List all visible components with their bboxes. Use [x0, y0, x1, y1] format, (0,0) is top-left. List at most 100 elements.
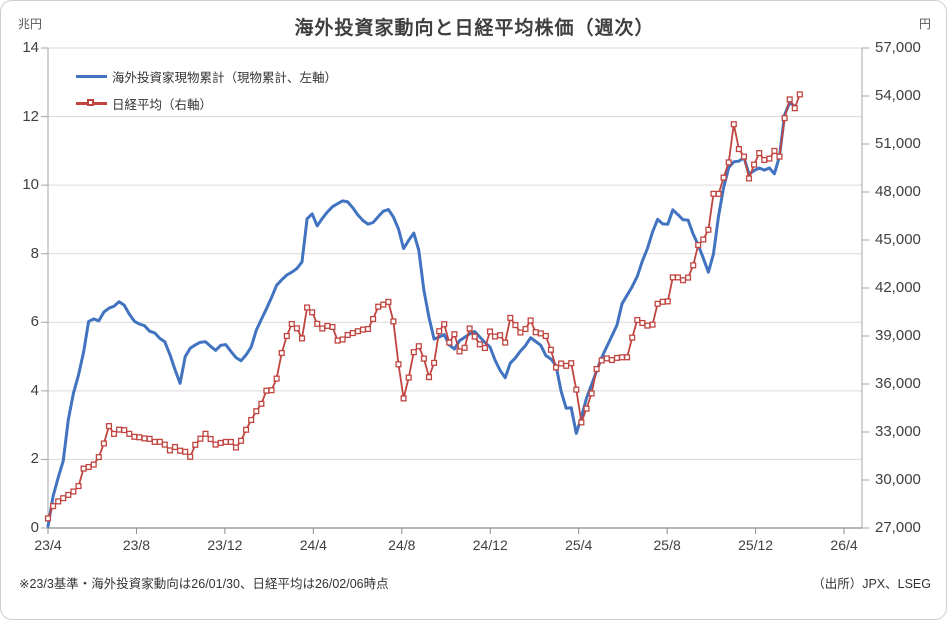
nikkei-marker	[166, 447, 173, 454]
chart-legend: 海外投資家現物累計（現物累計、左軸） 日経平均（右軸）	[76, 63, 337, 117]
right-axis-tick-label: 30,000	[875, 471, 921, 488]
nikkei-marker	[649, 321, 656, 328]
nikkei-marker	[380, 301, 387, 308]
nikkei-marker	[558, 360, 565, 367]
nikkei-marker	[624, 354, 631, 361]
nikkei-marker	[187, 453, 194, 460]
nikkei-marker	[471, 333, 478, 340]
nikkei-marker	[171, 443, 179, 451]
nikkei-marker	[364, 325, 372, 333]
nikkei-marker	[55, 498, 62, 505]
nikkei-marker	[573, 386, 580, 393]
nikkei-marker	[121, 427, 128, 434]
nikkei-marker	[70, 488, 77, 495]
x-axis-tick-label: 25/12	[738, 537, 774, 553]
right-axis-tick-label: 45,000	[875, 231, 921, 248]
right-axis-tick-label: 39,000	[875, 327, 921, 344]
nikkei-marker	[100, 440, 107, 447]
nikkei-marker	[359, 326, 367, 333]
nikkei-marker	[674, 274, 681, 281]
nikkei-marker	[263, 387, 270, 394]
nikkei-marker	[715, 190, 722, 197]
nikkei-marker	[441, 321, 448, 328]
nikkei-marker	[375, 303, 382, 310]
nikkei-marker	[75, 483, 82, 490]
nikkei-marker	[314, 320, 321, 327]
nikkei-marker	[151, 438, 158, 445]
chart-title: 海外投資家動向と日経平均株価（週次）	[294, 18, 655, 39]
nikkei-marker	[116, 426, 123, 433]
nikkei-marker	[334, 337, 341, 344]
nikkei-marker	[324, 322, 331, 329]
nikkei-marker	[583, 405, 590, 412]
legend-label-foreign-investors: 海外投資家現物累計（現物累計、左軸）	[112, 71, 338, 85]
nikkei-marker	[740, 153, 748, 160]
nikkei-marker	[786, 96, 793, 103]
nikkei-marker	[695, 241, 702, 249]
nikkei-marker	[563, 362, 570, 369]
x-axis-tick-label: 23/4	[34, 537, 62, 553]
nikkei-marker	[354, 328, 361, 335]
left-axis-unit-label: 兆円	[18, 17, 43, 31]
right-axis-tick-label: 57,000	[875, 39, 921, 56]
nikkei-marker	[761, 156, 768, 164]
nikkei-marker	[126, 430, 133, 437]
nikkei-marker	[745, 175, 753, 182]
nikkei-marker	[141, 435, 148, 442]
left-axis-tick-label: 14	[22, 39, 39, 56]
nikkei-marker	[420, 355, 427, 362]
nikkei-marker	[425, 374, 433, 381]
x-axis-tick-label: 26/4	[830, 537, 858, 553]
nikkei-marker	[309, 309, 316, 316]
nikkei-marker	[552, 364, 560, 371]
nikkei-marker	[202, 430, 209, 437]
nikkei-marker	[644, 322, 651, 329]
nikkei-marker	[532, 329, 539, 336]
nikkei-marker	[466, 325, 473, 332]
nikkei-marker	[161, 441, 168, 448]
nikkei-marker	[766, 155, 773, 162]
nikkei-marker	[629, 334, 636, 341]
nikkei-marker	[197, 435, 204, 442]
nikkei-marker	[456, 348, 463, 355]
nikkei-marker	[476, 341, 483, 348]
legend-label-nikkei: 日経平均（右軸）	[112, 98, 213, 112]
nikkei-marker	[547, 346, 554, 353]
legend-item-foreign-investors: 海外投資家現物累計（現物累計、左軸）	[76, 63, 337, 90]
nikkei-marker	[192, 441, 199, 448]
nikkei-marker	[522, 325, 529, 333]
nikkei-marker	[258, 400, 265, 407]
left-axis-tick-label: 0	[30, 519, 39, 536]
nikkei-marker	[395, 361, 402, 368]
x-axis-tick-label: 23/8	[122, 537, 151, 553]
nikkei-marker	[512, 322, 519, 329]
nikkei-marker	[771, 147, 778, 154]
nikkei-marker	[497, 332, 504, 339]
nikkei-marker	[756, 150, 763, 157]
nikkei-marker	[654, 300, 661, 307]
nikkei-marker	[685, 274, 692, 281]
legend-blue-line-sample	[76, 75, 107, 78]
nikkei-marker	[349, 330, 356, 337]
nikkei-marker	[385, 298, 392, 305]
nikkei-marker	[288, 320, 295, 328]
nikkei-marker	[217, 439, 224, 446]
left-axis-tick-label: 8	[30, 244, 39, 262]
nikkei-marker	[329, 323, 336, 331]
nikkei-marker	[237, 437, 245, 444]
nikkei-marker	[146, 435, 153, 442]
nikkei-marker	[603, 355, 610, 362]
nikkei-marker	[446, 339, 453, 346]
nikkei-marker	[278, 349, 285, 357]
series-line-foreign-investors	[46, 101, 797, 528]
nikkei-marker	[608, 356, 615, 364]
nikkei-marker	[791, 105, 798, 112]
nikkei-marker	[50, 503, 57, 510]
right-axis-unit-label: 円	[918, 17, 931, 31]
nikkei-marker	[710, 190, 717, 197]
nikkei-marker	[344, 331, 351, 339]
nikkei-marker	[517, 329, 524, 336]
nikkei-marker	[65, 491, 72, 498]
nikkei-marker	[177, 447, 184, 454]
nikkei-marker	[776, 153, 783, 160]
